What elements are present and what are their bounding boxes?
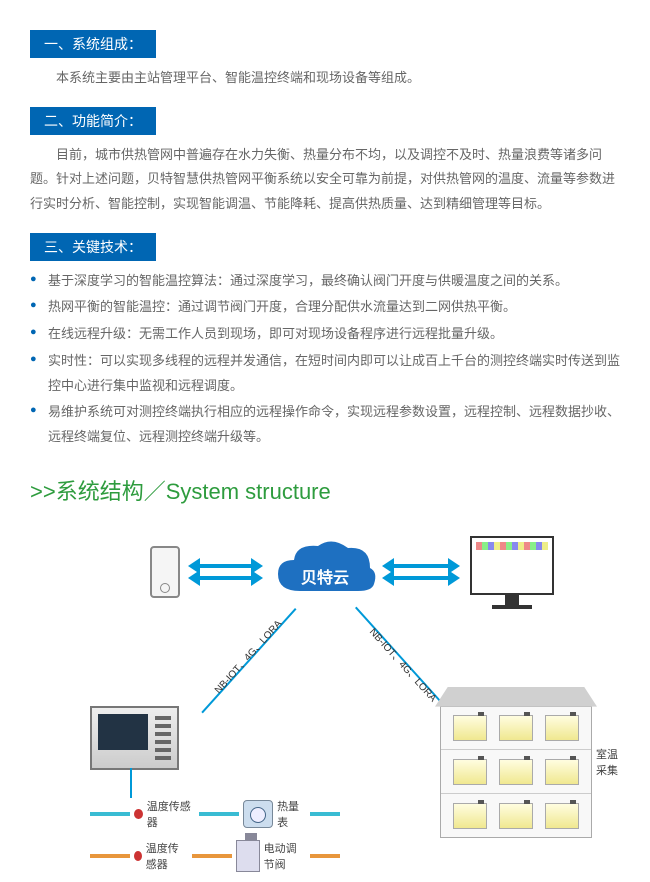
system-diagram: 贝特云 NB-IOT、4G、LORA NB-IOT、4G、LORA 室温采集 温… [30,536,620,856]
pipe-assembly: 温度传感器 热量表 温度传感器 电动调节阀 [90,798,340,882]
building-label: 室温采集 [596,746,626,778]
arrow-cloud-monitor-2 [392,576,450,580]
bullet-item: 实时性：可以实现多线程的远程并发通信，在短时间内即可以让成百上千台的测控终端实时… [30,349,620,398]
controller-device [90,706,179,770]
link-label-right: NB-IOT、4G、LORA [367,624,441,704]
section-body-1: 本系统主要由主站管理平台、智能温控终端和现场设备等组成。 [30,66,620,91]
link-label-left: NB-IOT、4G、LORA [210,615,284,695]
arrow-cloud-monitor [392,564,450,568]
structure-title: >>系统结构／System structure [30,474,620,506]
valve-label: 电动调节阀 [264,840,306,872]
section-header-2: 二、功能简介： [30,107,156,135]
section-header-3: 三、关键技术： [30,233,156,261]
section-header-1: 一、系统组成： [30,30,156,58]
cloud-node: 贝特云 [270,536,380,606]
bullet-item: 易维护系统可对测控终端执行相应的远程操作命令，实现远程参数设置，远程控制、远程数… [30,400,620,449]
meter-icon [243,800,273,828]
building-node [440,706,592,838]
meter-label: 热量表 [277,798,306,830]
phone-icon [150,546,180,598]
bullet-item: 基于深度学习的智能温控算法：通过深度学习，最终确认阀门开度与供暖温度之间的关系。 [30,269,620,294]
arrow-phone-cloud-2 [198,576,253,580]
monitor-icon [470,536,554,609]
sensor-label-2: 温度传感器 [146,840,188,872]
bullet-item: 在线远程升级：无需工作人员到现场，即可对现场设备程序进行远程批量升级。 [30,322,620,347]
section-body-2: 目前，城市供热管网中普遍存在水力失衡、热量分布不均，以及调控不及时、热量浪费等诸… [30,143,620,217]
sensor-icon [134,809,143,819]
sensor-label: 温度传感器 [147,798,195,830]
cloud-label: 贝特云 [270,564,380,588]
conn-line [130,768,132,798]
valve-icon [236,840,260,872]
sensor-icon [134,851,142,861]
arrow-phone-cloud [198,564,253,568]
key-tech-list: 基于深度学习的智能温控算法：通过深度学习，最终确认阀门开度与供暖温度之间的关系。… [30,269,620,450]
bullet-item: 热网平衡的智能温控：通过调节阀门开度，合理分配供水流量达到二网供热平衡。 [30,295,620,320]
